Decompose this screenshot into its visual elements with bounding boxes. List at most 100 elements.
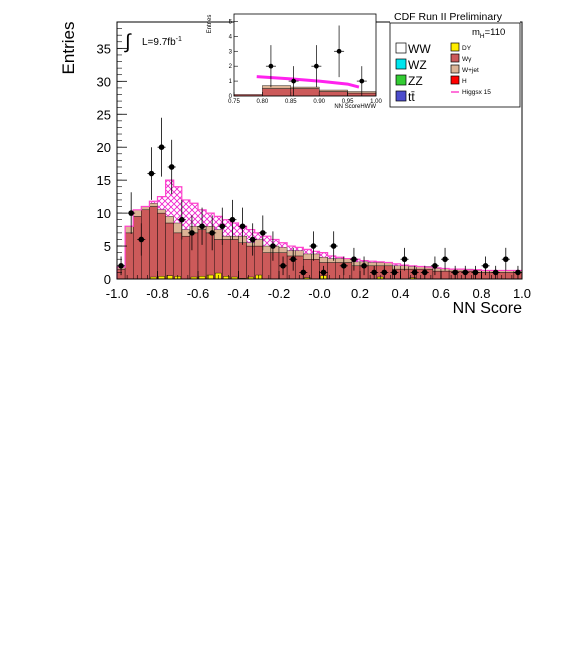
data-point [361, 263, 367, 269]
wjet-bar [286, 250, 296, 257]
x-tick-label: -1.0 [106, 286, 128, 301]
inset-y-tick-label: 5 [229, 19, 233, 25]
legend-label: Higgsx 15 [462, 89, 491, 96]
signal-hatch [335, 257, 344, 259]
data-point [249, 236, 256, 243]
signal-hatch [279, 242, 288, 248]
data-point [239, 223, 246, 230]
wgamma-bar [230, 239, 239, 280]
wgamma-bar [189, 232, 199, 280]
signal-hatch [287, 246, 296, 251]
stacked-histogram [116, 203, 523, 280]
x-tick-label: 0.4 [391, 286, 409, 301]
axes: -1.0 -0.8 -0.6 -0.4 -0.2 -0.0 0.2 0.4 0.6 0.8 1.00… [97, 21, 531, 301]
signal-hatch [327, 255, 336, 259]
wgamma-bar [149, 206, 158, 280]
wgamma-bar [238, 242, 247, 280]
inset-y-tick-label: 0 [229, 94, 233, 100]
signal-hatch [206, 213, 215, 227]
integral-symbol: ∫ [124, 31, 132, 53]
data-point [401, 256, 408, 263]
legend-entries: WW WZ ZZ tt̄ DY Wγ W+jet H Higgsx 15 [395, 42, 491, 104]
y-axis-label: Entries [59, 22, 78, 75]
signal-hatch [311, 251, 320, 254]
mass-label: mH=110 [472, 27, 505, 40]
wjet-bar [311, 253, 320, 260]
x-tick-label: -0.8 [146, 286, 168, 301]
signal-hatch [189, 203, 198, 227]
wjet-bar [319, 257, 328, 263]
wgamma-bar [440, 270, 450, 280]
data-point [189, 230, 195, 236]
signal-hatch [254, 232, 263, 240]
legend-label: ZZ [408, 74, 423, 88]
legend-swatch [395, 42, 407, 54]
data-point [341, 263, 347, 269]
wjet-bar [149, 203, 158, 207]
inset-wgamma-bar [319, 91, 348, 97]
wgamma-bar [262, 252, 272, 280]
x-tick-label: -0.6 [187, 286, 209, 301]
inset-wjet-bar [319, 89, 348, 92]
mass-subscript: H [480, 33, 485, 40]
signal-hatch [303, 249, 312, 254]
y-tick-label: 0 [104, 272, 111, 287]
data-point [270, 243, 276, 249]
signal-hatch [214, 216, 223, 230]
y-tick-label: 35 [97, 41, 111, 56]
data-point [503, 256, 509, 263]
inset-x-tick-label: 0.95 [342, 99, 354, 105]
y-tick-label: 30 [97, 74, 111, 89]
data-point [452, 269, 458, 276]
signal-hatch [165, 180, 174, 217]
wjet-bar [213, 229, 223, 240]
chart-title: CDF Run II Preliminary [394, 11, 503, 23]
legend-swatch [395, 90, 407, 102]
y-tick-label: 15 [97, 173, 111, 188]
legend-swatch [450, 42, 460, 52]
wjet-bar [295, 250, 304, 257]
x-tick-label: 0.2 [351, 286, 369, 301]
inset-wjet-bar [290, 86, 320, 89]
data-point [310, 243, 317, 249]
wgamma-bar [327, 262, 336, 280]
signal-hatch [319, 252, 328, 258]
inset-y-axis-label: Entries [207, 15, 213, 34]
inset-axes: 0.75 0.80 0.85 0.90 0.95 1.00 0 1 2 3 4 5 [228, 19, 382, 105]
inset-x-tick-label: 1.00 [370, 99, 382, 105]
legend-label: DY [462, 45, 472, 52]
data-point [492, 269, 499, 276]
legend-label: H [462, 78, 467, 85]
signal-hatch [262, 236, 271, 247]
legend-label: W+jet [462, 67, 479, 74]
legend-swatch [395, 58, 407, 70]
wjet-bar [327, 258, 336, 263]
inset-plot: 0.75 0.80 0.85 0.90 0.95 1.00 0 1 2 3 4 5 NN ScoreH… [207, 13, 382, 110]
data-point [219, 223, 226, 230]
wgamma-bar [505, 272, 515, 280]
data-point [432, 263, 438, 269]
legend-swatch [450, 53, 460, 63]
data-point [371, 269, 377, 276]
data-point [391, 269, 398, 276]
luminosity-label: L=9.7fb-1 [142, 36, 182, 48]
legend-label: tt̄ [408, 90, 415, 104]
inset-y-tick-label: 2 [229, 64, 233, 70]
inset-data-point [291, 78, 297, 84]
data-point [179, 216, 185, 223]
data-point [199, 223, 205, 230]
wjet-bar [246, 242, 255, 247]
wjet-bar [262, 245, 272, 253]
wgamma-bar [165, 222, 174, 280]
data-point [138, 236, 145, 243]
wjet-bar [392, 265, 401, 270]
signal-hatch [270, 239, 279, 247]
inset-wjet-bar [262, 85, 291, 89]
signal-hatch [246, 229, 255, 243]
data-point [515, 269, 521, 276]
wjet-bar [124, 226, 134, 234]
x-tick-label: 0.8 [472, 286, 490, 301]
wjet-bar [367, 262, 377, 267]
wgamma-bar [132, 216, 142, 280]
